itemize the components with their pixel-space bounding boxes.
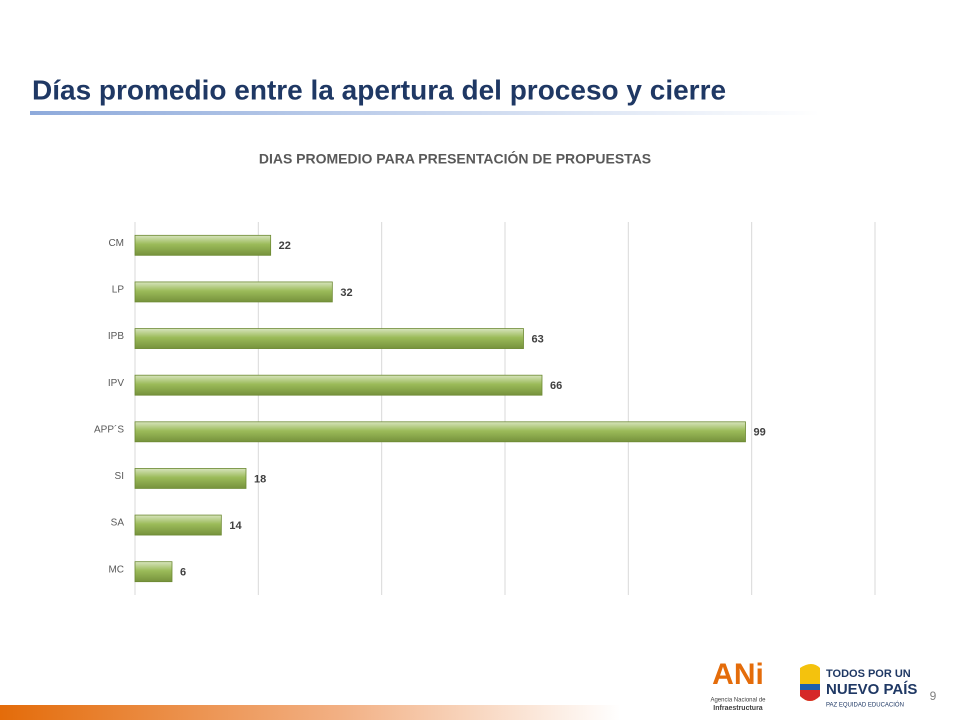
y-tick-label: SI [115, 471, 124, 482]
value-label: 18 [254, 473, 266, 485]
y-tick-label: IPB [108, 331, 124, 342]
value-label: 6 [180, 567, 186, 579]
ani-mark: ANi [712, 658, 764, 691]
y-tick-label: LP [112, 285, 125, 296]
y-tick-label: APP´S [94, 423, 124, 435]
bar [134, 328, 524, 349]
chart-title: DIAS PROMEDIO PARA PRESENTACIÓN DE PROPU… [259, 150, 651, 167]
bar [134, 234, 272, 256]
y-tick-label: IPV [108, 378, 124, 389]
bar [134, 561, 173, 583]
title-underline [30, 111, 820, 115]
bar [134, 281, 333, 303]
bar [134, 374, 543, 396]
footer-band [0, 705, 620, 720]
y-tick-label: SA [111, 518, 125, 529]
bar [134, 514, 222, 536]
value-label: 99 [754, 427, 766, 439]
flag-icon [800, 684, 820, 690]
y-tick-label: MC [108, 564, 124, 575]
page-number: 9 [930, 689, 937, 703]
value-label: 14 [229, 520, 242, 532]
value-label: 66 [550, 380, 562, 392]
value-label: 22 [279, 240, 291, 252]
bar [134, 421, 746, 443]
flag-icon [800, 690, 820, 701]
ani-caption: Infraestructura [713, 705, 763, 712]
value-label: 63 [532, 333, 544, 345]
bar [134, 468, 247, 489]
ani-logo: ANi Agencia Nacional de Infraestructura [710, 658, 766, 712]
ani-caption: Agencia Nacional de [710, 698, 766, 704]
y-tick-label: CM [108, 238, 124, 249]
gov-line: PAZ EQUIDAD EDUCACIÓN [826, 702, 904, 709]
value-label: 32 [340, 287, 352, 299]
gov-line: NUEVO PAÍS [826, 681, 917, 698]
gov-logo: TODOS POR UN NUEVO PAÍS PAZ EQUIDAD EDUC… [800, 664, 917, 709]
slide-title: Días promedio entre la apertura del proc… [32, 74, 726, 105]
gov-line: TODOS POR UN [826, 668, 911, 680]
